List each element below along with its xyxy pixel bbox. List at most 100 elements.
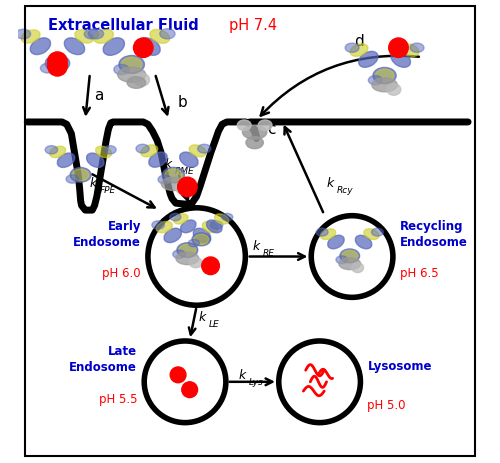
Text: LE: LE <box>209 319 220 329</box>
Ellipse shape <box>410 44 424 53</box>
Ellipse shape <box>340 250 359 263</box>
Ellipse shape <box>160 30 175 40</box>
Ellipse shape <box>356 236 372 249</box>
Text: Extracellular Fluid: Extracellular Fluid <box>48 18 199 33</box>
Circle shape <box>170 367 186 383</box>
Text: k: k <box>326 176 334 189</box>
Circle shape <box>311 216 393 298</box>
Text: FPE: FPE <box>100 185 116 194</box>
Ellipse shape <box>48 57 67 71</box>
Ellipse shape <box>170 214 181 221</box>
Ellipse shape <box>179 244 196 257</box>
Text: d: d <box>354 34 364 49</box>
Ellipse shape <box>176 183 189 194</box>
Text: RE: RE <box>262 249 274 258</box>
Ellipse shape <box>320 229 336 240</box>
Ellipse shape <box>336 257 348 264</box>
Ellipse shape <box>246 137 264 150</box>
Ellipse shape <box>58 154 74 168</box>
Ellipse shape <box>401 44 419 57</box>
Ellipse shape <box>84 30 99 40</box>
Circle shape <box>48 57 67 77</box>
Ellipse shape <box>162 178 186 191</box>
Circle shape <box>148 208 246 306</box>
Ellipse shape <box>172 250 186 259</box>
Ellipse shape <box>94 31 114 44</box>
Circle shape <box>144 341 226 423</box>
Text: Recycling
Endosome: Recycling Endosome <box>400 219 468 248</box>
Ellipse shape <box>50 147 66 158</box>
Ellipse shape <box>139 39 160 56</box>
Ellipse shape <box>156 222 172 233</box>
Ellipse shape <box>134 74 150 87</box>
Ellipse shape <box>103 39 124 56</box>
Ellipse shape <box>64 39 84 56</box>
Text: pH 7.4: pH 7.4 <box>229 18 277 33</box>
Ellipse shape <box>164 169 182 182</box>
Ellipse shape <box>237 121 251 131</box>
Ellipse shape <box>30 39 50 56</box>
Ellipse shape <box>202 222 218 233</box>
Text: k: k <box>164 158 172 171</box>
Ellipse shape <box>118 68 146 83</box>
Ellipse shape <box>316 229 328 237</box>
Ellipse shape <box>122 58 142 72</box>
Ellipse shape <box>127 77 146 89</box>
Circle shape <box>202 257 220 275</box>
Text: Late
Endosome: Late Endosome <box>70 344 137 373</box>
Ellipse shape <box>70 168 91 183</box>
Ellipse shape <box>66 175 78 184</box>
Ellipse shape <box>206 220 222 233</box>
Ellipse shape <box>188 240 200 247</box>
Text: Early
Endosome: Early Endosome <box>73 219 141 248</box>
Ellipse shape <box>210 221 223 230</box>
Text: pH 6.0: pH 6.0 <box>102 267 141 280</box>
Ellipse shape <box>150 31 170 44</box>
Circle shape <box>178 178 197 197</box>
Text: k: k <box>252 240 260 253</box>
Ellipse shape <box>152 221 164 230</box>
Circle shape <box>388 39 408 58</box>
Ellipse shape <box>75 31 94 44</box>
Ellipse shape <box>339 258 360 270</box>
Ellipse shape <box>189 145 206 157</box>
Ellipse shape <box>16 30 30 40</box>
Ellipse shape <box>140 145 158 157</box>
Text: b: b <box>178 94 188 109</box>
Text: pH 6.5: pH 6.5 <box>400 267 438 280</box>
Ellipse shape <box>242 126 267 140</box>
Ellipse shape <box>387 84 401 96</box>
Ellipse shape <box>373 68 396 84</box>
Ellipse shape <box>214 214 229 225</box>
Circle shape <box>134 39 153 58</box>
Text: k: k <box>199 311 206 324</box>
Ellipse shape <box>198 145 211 154</box>
Ellipse shape <box>350 44 368 57</box>
Ellipse shape <box>164 229 182 243</box>
Ellipse shape <box>258 121 272 131</box>
Ellipse shape <box>176 253 199 265</box>
Ellipse shape <box>358 52 378 68</box>
Ellipse shape <box>391 52 410 68</box>
Ellipse shape <box>88 30 104 40</box>
Ellipse shape <box>376 70 394 83</box>
Ellipse shape <box>104 146 116 155</box>
Circle shape <box>48 53 67 72</box>
Text: Lysosome: Lysosome <box>368 359 432 372</box>
Ellipse shape <box>177 243 198 258</box>
Ellipse shape <box>222 214 233 221</box>
Text: k: k <box>238 369 246 382</box>
Ellipse shape <box>46 56 70 73</box>
Ellipse shape <box>364 229 379 240</box>
Ellipse shape <box>180 153 198 168</box>
Ellipse shape <box>194 229 210 243</box>
Text: Lys: Lys <box>248 377 264 387</box>
Ellipse shape <box>190 258 202 268</box>
Ellipse shape <box>180 220 196 233</box>
Text: c: c <box>266 122 275 137</box>
Text: pH 5.0: pH 5.0 <box>368 399 406 412</box>
Ellipse shape <box>352 263 364 273</box>
Circle shape <box>182 382 198 398</box>
Ellipse shape <box>149 153 167 168</box>
Ellipse shape <box>162 168 184 183</box>
